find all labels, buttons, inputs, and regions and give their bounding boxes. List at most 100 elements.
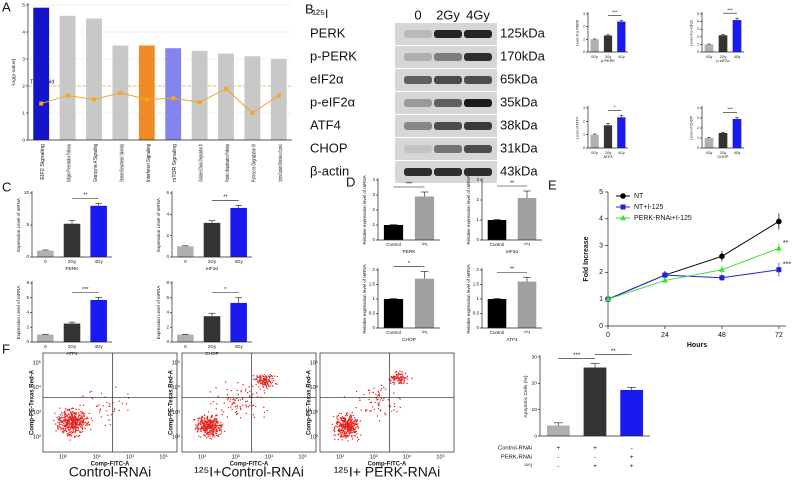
event-dot	[61, 414, 63, 416]
event-dot	[61, 417, 63, 419]
event-dot	[69, 429, 71, 431]
event-dot	[56, 424, 59, 427]
event-dot	[108, 405, 110, 407]
event-dot	[347, 440, 349, 442]
event-dot	[221, 409, 223, 411]
x-tick-label: 0Gy	[706, 55, 713, 59]
event-dot	[60, 429, 62, 431]
flow-x-tick: 10⁴	[265, 453, 274, 460]
event-dot	[81, 421, 83, 423]
x-tick-label: 0	[184, 344, 187, 349]
flow-x-tick: 10⁵	[298, 453, 306, 460]
y-tick-label: 6	[166, 190, 169, 195]
event-dot	[377, 408, 380, 410]
event-dot	[344, 421, 347, 423]
y-axis-label: Level of p-PERK	[576, 19, 580, 46]
table-cell: +	[630, 454, 634, 461]
event-dot	[78, 422, 81, 424]
event-dot	[199, 422, 201, 424]
event-dot	[335, 425, 337, 427]
event-dot	[67, 426, 69, 429]
event-dot	[208, 433, 210, 435]
event-dot	[57, 427, 59, 430]
table-row-label: ¹²⁵I	[524, 463, 532, 470]
size-label: 35kDa	[500, 94, 538, 109]
x-tick-label: 48	[718, 332, 726, 339]
event-dot	[198, 417, 200, 419]
event-dot	[202, 421, 204, 424]
event-dot	[232, 398, 234, 401]
blot-band	[464, 145, 492, 153]
event-dot	[263, 406, 265, 408]
x-tick-label: 0Gy	[591, 55, 598, 59]
event-dot	[100, 416, 103, 418]
y-tick-label: 1	[372, 222, 375, 227]
y-tick-label: 3	[372, 192, 375, 197]
y-tick-label: 3	[599, 242, 603, 249]
event-dot	[68, 408, 71, 410]
bar	[732, 20, 742, 52]
event-dot	[219, 424, 221, 426]
event-dot	[62, 421, 64, 424]
y-tick-label: 0	[697, 146, 699, 150]
event-dot	[387, 399, 389, 401]
event-dot	[203, 428, 206, 430]
event-dot	[58, 419, 60, 421]
y-tick-label: 4	[26, 310, 29, 315]
event-dot	[72, 428, 75, 430]
event-dot	[197, 430, 199, 432]
event-dot	[210, 438, 213, 440]
event-dot	[66, 433, 68, 435]
event-dot	[352, 427, 355, 429]
event-dot	[206, 418, 209, 421]
bar	[177, 246, 194, 257]
event-dot	[199, 424, 202, 426]
event-dot	[221, 413, 223, 416]
x-tick-label: 4Gy	[734, 151, 741, 155]
event-dot	[343, 435, 345, 437]
event-dot	[341, 435, 343, 438]
event-dot	[63, 423, 65, 425]
event-dot	[211, 423, 214, 426]
event-dot	[68, 416, 71, 419]
blot-band	[434, 76, 462, 84]
event-dot	[261, 381, 264, 384]
blot-band	[434, 168, 462, 176]
blot-band	[404, 168, 432, 176]
event-dot	[59, 417, 61, 420]
event-dot	[90, 417, 93, 419]
bar	[191, 50, 208, 140]
event-dot	[77, 415, 80, 418]
event-dot	[353, 423, 355, 425]
event-dot	[206, 415, 209, 418]
event-dot	[399, 406, 402, 409]
event-dot	[351, 411, 353, 414]
event-dot	[269, 385, 271, 387]
event-dot	[338, 421, 341, 423]
event-dot	[69, 439, 71, 441]
y-tick-label: 1	[697, 136, 699, 140]
y-tick-label: 3	[697, 116, 699, 120]
event-dot	[382, 399, 384, 402]
event-dot	[340, 425, 343, 428]
legend-marker	[620, 204, 626, 210]
bar	[487, 299, 507, 328]
ratio-point	[276, 93, 281, 98]
event-dot	[333, 429, 335, 432]
x-tick-label: Putrescine Degradation III	[251, 144, 257, 182]
event-dot	[81, 428, 84, 431]
size-label: 38kDa	[500, 117, 538, 132]
event-dot	[343, 432, 346, 434]
bar	[383, 225, 404, 240]
flow-x-tick: 10⁴	[403, 453, 412, 460]
event-dot	[81, 425, 83, 427]
y-tick-label: 10	[24, 190, 30, 195]
blot-band	[464, 30, 492, 38]
event-dot	[210, 429, 212, 432]
x-tick-label: 2Gy	[605, 151, 612, 155]
event-dot	[227, 406, 230, 409]
event-dot	[80, 418, 82, 420]
event-dot	[208, 411, 210, 413]
event-dot	[109, 403, 111, 405]
event-dot	[368, 392, 371, 394]
